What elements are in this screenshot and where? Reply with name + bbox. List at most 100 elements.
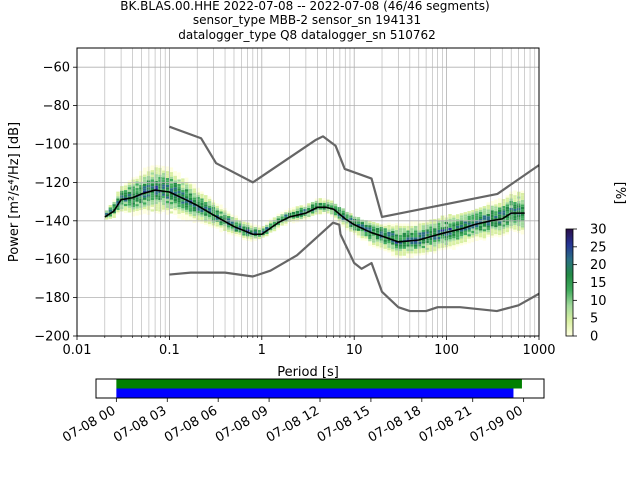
psd-heatmap-cell: [460, 218, 463, 220]
x-axis-label: Period [s]: [277, 365, 339, 380]
psd-heatmap-cell: [448, 246, 451, 248]
psd-heatmap-cell: [506, 223, 509, 225]
psd-heatmap-cell: [448, 214, 451, 216]
psd-heatmap-cell: [151, 193, 154, 195]
psd-heatmap-cell: [208, 196, 211, 198]
y-ticks: −200−180−160−140−120−100−80−60: [34, 61, 77, 345]
psd-heatmap-cell: [467, 218, 470, 220]
timeline-plot: 07-08 0007-08 0307-08 0607-08 0907-08 12…: [60, 379, 544, 446]
psd-heatmap-cell: [307, 206, 310, 208]
psd-heatmap-cell: [487, 207, 490, 209]
psd-heatmap-cell: [292, 212, 295, 214]
psd-heatmap-cell: [307, 217, 310, 219]
psd-heatmap-cell: [177, 184, 180, 186]
psd-heatmap-cell: [483, 218, 486, 220]
psd-heatmap-cell: [479, 237, 482, 239]
psd-heatmap-cell: [143, 200, 146, 202]
psd-heatmap-cell: [307, 215, 310, 217]
psd-heatmap-cell: [204, 218, 207, 220]
psd-heatmap-cell: [193, 216, 196, 218]
psd-heatmap-cell: [242, 222, 245, 224]
psd-heatmap-cell: [242, 238, 245, 240]
psd-heatmap-cell: [391, 249, 394, 251]
psd-heatmap-cell: [143, 205, 146, 207]
psd-heatmap-cell: [513, 230, 516, 232]
psd-heatmap-cell: [341, 224, 344, 226]
psd-heatmap-cell: [483, 231, 486, 233]
psd-heatmap-cell: [498, 228, 501, 230]
psd-heatmap-cell: [410, 249, 413, 251]
psd-heatmap-cell: [387, 227, 390, 229]
timeline-tick-label: 07-08 00: [60, 403, 118, 445]
psd-heatmap-cell: [368, 244, 371, 246]
psd-heatmap-cell: [170, 204, 173, 206]
psd-heatmap-cell: [189, 196, 192, 198]
psd-heatmap-cell: [124, 185, 127, 187]
psd-heatmap-cell: [112, 200, 115, 202]
psd-heatmap-cell: [139, 199, 142, 201]
psd-heatmap-cell: [193, 209, 196, 211]
psd-heatmap-cell: [391, 235, 394, 237]
psd-heatmap-cell: [120, 209, 123, 211]
psd-heatmap-cell: [487, 228, 490, 230]
psd-heatmap-cell: [414, 226, 417, 228]
psd-heatmap-cell: [483, 211, 486, 213]
psd-heatmap-cell: [147, 201, 150, 203]
psd-heatmap-cell: [177, 189, 180, 191]
psd-heatmap-cell: [151, 168, 154, 170]
psd-heatmap-cell: [177, 205, 180, 207]
psd-heatmap-cell: [448, 244, 451, 246]
psd-heatmap-cell: [433, 224, 436, 226]
psd-plot: 0.01 0.1 1 10 100 1000 −200−180−160−140−120−1…: [7, 48, 556, 380]
psd-heatmap-cell: [395, 248, 398, 250]
psd-heatmap-cell: [403, 235, 406, 237]
psd-heatmap-cell: [494, 200, 497, 202]
psd-heatmap-cell: [498, 198, 501, 200]
psd-heatmap-cell: [422, 248, 425, 250]
psd-heatmap-cell: [219, 211, 222, 213]
psd-heatmap-cell: [185, 196, 188, 198]
psd-heatmap-cell: [383, 233, 386, 235]
psd-heatmap-cell: [494, 207, 497, 209]
psd-heatmap-cell: [494, 225, 497, 227]
psd-heatmap-cell: [116, 210, 119, 212]
colorbar: 051015202530 [%]: [566, 182, 627, 345]
psd-heatmap-cell: [460, 236, 463, 238]
psd-heatmap-cell: [158, 209, 161, 211]
psd-heatmap-cell: [227, 211, 230, 213]
psd-heatmap-cell: [120, 205, 123, 207]
psd-heatmap-cell: [513, 190, 516, 192]
psd-heatmap-cell: [139, 212, 142, 214]
psd-heatmap-cell: [513, 218, 516, 220]
x-tick-label: 100: [434, 343, 459, 358]
psd-heatmap-cell: [185, 189, 188, 191]
psd-heatmap-cell: [464, 212, 467, 214]
psd-heatmap-cell: [326, 204, 329, 206]
psd-heatmap-cell: [158, 195, 161, 197]
psd-heatmap-cell: [135, 209, 138, 211]
psd-heatmap-cell: [494, 234, 497, 236]
psd-heatmap-cell: [494, 230, 497, 232]
psd-heatmap-cell: [418, 223, 421, 225]
psd-heatmap-cell: [376, 239, 379, 241]
psd-heatmap-cell: [116, 199, 119, 201]
psd-heatmap-cell: [235, 232, 238, 234]
psd-heatmap-cell: [216, 222, 219, 224]
psd-heatmap-cell: [193, 200, 196, 202]
psd-heatmap-cell: [452, 241, 455, 243]
psd-heatmap-cell: [479, 230, 482, 232]
x-tick-label: 1000: [522, 343, 555, 358]
psd-heatmap-cell: [456, 221, 459, 223]
psd-heatmap-cell: [139, 196, 142, 198]
psd-heatmap-cell: [319, 198, 322, 200]
psd-heatmap-cell: [456, 244, 459, 246]
psd-heatmap-cell: [200, 212, 203, 214]
psd-heatmap-cell: [506, 202, 509, 204]
psd-heatmap-cell: [181, 206, 184, 208]
psd-heatmap-cell: [498, 233, 501, 235]
psd-heatmap-cell: [139, 176, 142, 178]
psd-heatmap-cell: [376, 244, 379, 246]
psd-heatmap-cell: [242, 233, 245, 235]
psd-heatmap-cell: [475, 234, 478, 236]
psd-heatmap-cell: [456, 237, 459, 239]
